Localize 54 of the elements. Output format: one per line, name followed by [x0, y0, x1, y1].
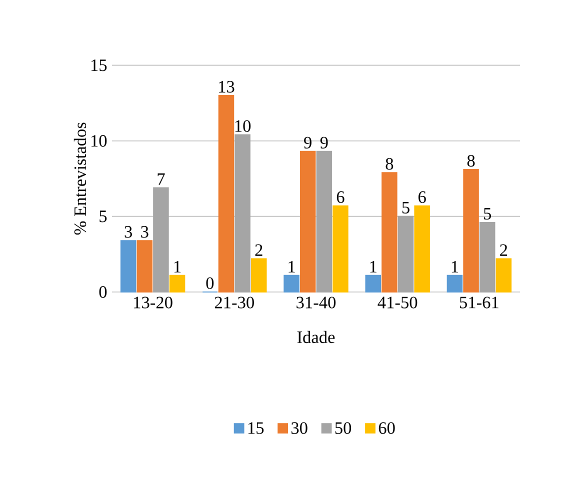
x-tick-label: 41-50 [378, 296, 418, 308]
data-label: 0 [206, 277, 214, 290]
bar [382, 172, 398, 293]
data-label: 1 [452, 260, 458, 272]
bar [169, 274, 186, 293]
data-label: 3 [124, 226, 132, 238]
legend-label: 50 [335, 422, 352, 434]
data-label: 7 [158, 173, 165, 185]
legend-label: 30 [292, 422, 308, 434]
x-axis-title: Idade [297, 330, 335, 344]
data-label: 8 [467, 154, 475, 167]
bar [234, 134, 250, 293]
data-label: 6 [336, 191, 344, 203]
x-tick-label: 51-61 [460, 296, 498, 308]
data-label: 5 [402, 202, 410, 214]
data-label: 5 [484, 208, 492, 220]
data-label: 13 [219, 80, 234, 93]
data-label: 10 [235, 120, 251, 132]
bar [414, 205, 430, 293]
data-label: 1 [174, 260, 181, 272]
bar [251, 258, 267, 293]
bar [446, 274, 463, 293]
data-label: 1 [370, 260, 376, 272]
bar [300, 150, 316, 293]
x-tick-label: 21-30 [214, 296, 254, 308]
y-tick-label: 15 [91, 60, 107, 72]
y-tick-label: 10 [91, 135, 107, 147]
bar [284, 274, 300, 293]
data-label: 9 [304, 136, 312, 149]
bar [316, 150, 332, 293]
data-label: 9 [320, 136, 328, 149]
bar [479, 222, 496, 293]
data-label: 8 [386, 158, 394, 170]
bar [218, 95, 234, 293]
bar [463, 169, 479, 293]
bar [365, 274, 381, 293]
data-label: 3 [141, 226, 148, 238]
legend-label: 15 [248, 422, 264, 434]
y-tick-label: 0 [99, 286, 107, 298]
data-label: 6 [418, 191, 426, 203]
y-tick-label: 5 [100, 210, 107, 222]
bar [153, 187, 169, 293]
bar [332, 205, 348, 293]
bar [120, 240, 136, 293]
data-label: 2 [255, 244, 262, 256]
legend-label: 60 [378, 422, 395, 434]
bar [398, 216, 414, 293]
x-tick-label: 31-40 [296, 296, 336, 308]
bar [136, 240, 153, 293]
data-label: 2 [500, 244, 508, 256]
y-axis-title: % Entrevistados [74, 122, 86, 235]
data-label: 1 [288, 260, 295, 272]
x-tick-label: 13-20 [134, 296, 172, 308]
bar [496, 258, 512, 293]
